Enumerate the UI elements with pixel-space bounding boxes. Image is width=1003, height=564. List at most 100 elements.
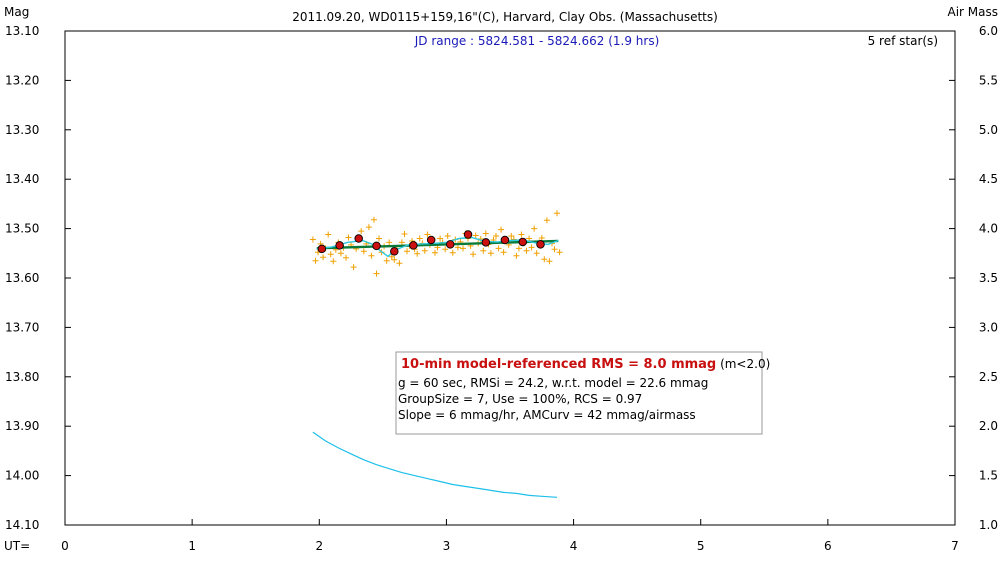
right-axis-tick-label: 1.0 <box>979 518 998 532</box>
x-axis-tick-label: 5 <box>697 539 705 553</box>
raw-data-point <box>309 236 316 243</box>
raw-data-point <box>343 254 349 261</box>
x-axis-ticks: 0 1 2 3 4 5 6 7 <box>61 519 959 553</box>
raw-data-point <box>538 235 545 241</box>
raw-data-point <box>414 250 421 257</box>
right-axis-tick-label: 2.0 <box>979 419 998 433</box>
right-axis-tick-label: 3.0 <box>979 320 998 334</box>
raw-data-point <box>546 258 553 265</box>
raw-data-point <box>386 239 393 246</box>
raw-data-point <box>320 254 327 261</box>
raw-data-point <box>421 247 428 254</box>
raw-data-point <box>480 247 487 254</box>
x-axis-label: UT= <box>4 539 30 553</box>
binned-data-point <box>317 244 327 254</box>
raw-data-point <box>498 226 505 233</box>
chart-title: 2011.09.20, WD0115+159,16"(C), Harvard, … <box>292 10 718 24</box>
left-axis-tick-label: 13.70 <box>5 320 39 334</box>
left-axis-tick-label: 13.50 <box>5 222 39 236</box>
raw-data-point <box>416 235 423 242</box>
raw-data-point <box>398 239 405 246</box>
binned-data-point <box>463 230 473 239</box>
plot-frame <box>64 30 956 526</box>
model-fit-line <box>316 239 559 250</box>
binned-data-point <box>390 247 399 256</box>
x-axis-tick-label: 6 <box>824 539 832 553</box>
right-axis-tick-label: 4.0 <box>979 222 998 236</box>
left-axis-tick-label: 13.30 <box>5 123 39 137</box>
right-axis-ticks: 6.0 5.5 5.0 4.5 4.0 3.5 3.0 2.5 2.0 1.5 1.0 <box>949 24 998 532</box>
left-axis-tick-label: 13.20 <box>5 73 39 87</box>
info-box-title: 10-min model-referenced RMS = 8.0 mmag <box>401 357 716 372</box>
left-axis-tick-label: 14.10 <box>5 518 39 532</box>
raw-data-point <box>391 256 398 263</box>
raw-data-point <box>513 252 520 259</box>
raw-data-point <box>444 233 451 239</box>
raw-data-point <box>526 235 533 242</box>
airmass-curve <box>312 431 558 498</box>
binned-data-point <box>536 240 545 249</box>
raw-data-point <box>424 231 431 238</box>
info-box-line-2: g = 60 sec, RMSi = 24.2, w.r.t. model = … <box>398 376 708 390</box>
left-axis-label: Mag <box>4 5 29 19</box>
info-box-frame <box>395 351 763 435</box>
raw-data-point <box>350 264 357 271</box>
x-axis-tick-label: 2 <box>315 539 323 553</box>
right-axis-label: Air Mass <box>947 5 998 19</box>
raw-data-point <box>312 257 319 264</box>
raw-data-point <box>487 250 494 257</box>
raw-data-point <box>556 249 563 256</box>
info-box-line-4: Slope = 6 mmag/hr, AMCurv = 42 mmag/airm… <box>398 408 696 422</box>
raw-data-point <box>449 249 456 256</box>
raw-data-point <box>523 247 530 254</box>
raw-data-point <box>437 235 444 242</box>
info-box-title-line: 10-min model-referenced RMS = 8.0 mmag (… <box>401 357 770 372</box>
raw-data-point <box>404 248 410 255</box>
raw-data-point <box>371 216 377 223</box>
binned-points-layer <box>317 230 545 256</box>
raw-data-point <box>432 249 438 256</box>
binned-data-point <box>354 234 363 243</box>
binned-data-point <box>426 235 436 245</box>
binned-data-point <box>500 235 510 245</box>
raw-data-point <box>460 245 466 252</box>
raw-data-point <box>531 225 538 232</box>
raw-data-point <box>373 270 380 277</box>
binned-data-point <box>409 241 418 250</box>
x-axis-tick-label: 1 <box>188 539 196 553</box>
raw-data-point <box>508 233 515 239</box>
x-axis-tick-label: 4 <box>570 539 578 553</box>
raw-data-point <box>500 249 507 256</box>
binned-data-point <box>445 240 455 249</box>
left-axis-tick-label: 13.90 <box>5 419 39 433</box>
x-axis-tick-label: 0 <box>61 539 69 553</box>
raw-data-point <box>551 246 558 253</box>
jd-range-subtitle: JD range : 5824.581 - 5824.662 (1.9 hrs) <box>414 34 660 48</box>
raw-data-point <box>365 224 372 231</box>
right-axis-tick-label: 5.0 <box>979 123 998 137</box>
raw-data-point <box>360 248 367 255</box>
raw-data-point <box>541 256 548 263</box>
raw-data-point <box>337 250 344 257</box>
left-axis-tick-label: 13.80 <box>5 370 39 384</box>
left-axis-ticks: 13.10 13.20 13.30 13.40 13.50 13.60 13.70 13.80… <box>5 24 71 532</box>
raw-data-point <box>533 250 540 257</box>
raw-data-point <box>472 232 479 239</box>
model-line-layer <box>316 239 559 250</box>
raw-data-point <box>470 251 477 258</box>
binned-data-point <box>372 241 381 251</box>
left-axis-tick-label: 13.10 <box>5 24 39 38</box>
raw-data-point <box>493 233 499 239</box>
info-box: 10-min model-referenced RMS = 8.0 mmag (… <box>395 351 770 435</box>
running-average-curve <box>316 236 559 258</box>
left-axis-tick-label: 13.40 <box>5 172 39 186</box>
right-axis-tick-label: 2.5 <box>979 370 998 384</box>
left-axis-tick-label: 13.60 <box>5 271 39 285</box>
info-box-title-suffix: (m<2.0) <box>716 357 770 371</box>
raw-data-point <box>442 246 449 253</box>
raw-data-point <box>454 244 461 251</box>
left-axis-tick-label: 14.00 <box>5 469 39 483</box>
airmass-curve-layer <box>312 431 558 498</box>
right-axis-tick-label: 6.0 <box>979 24 998 38</box>
